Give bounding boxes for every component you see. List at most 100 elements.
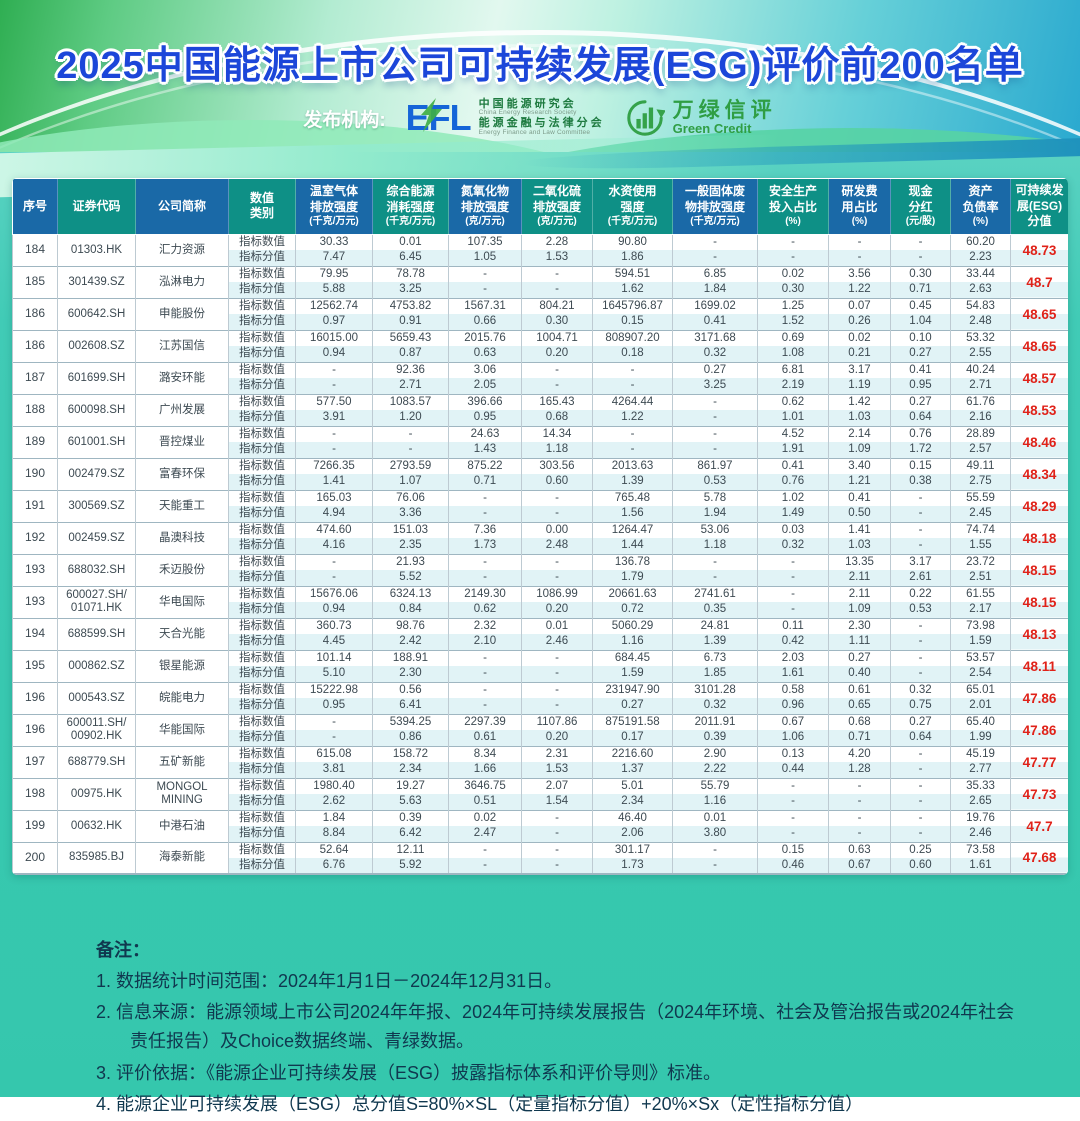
- value-type-label: 指标数值: [228, 425, 296, 443]
- indicator-score-cell: 1.37: [592, 762, 673, 779]
- company-row: 192 002459.SZ 晶澳科技 指标数值 474.60 151.03 7.36 0.00…: [12, 521, 1068, 555]
- indicator-score-cell: -: [672, 442, 758, 459]
- indicator-score-cell: 2.22: [672, 762, 758, 779]
- company-name-cell: 富春环保: [135, 457, 229, 491]
- company-row: 194 688599.SH 天合光能 指标数值 360.73 98.76 2.32 0.01 5…: [12, 617, 1068, 651]
- company-row-scores: 指标分值 2.62 5.63 0.51 1.54 2.34 1.16- - -2.65: [12, 794, 1068, 811]
- indicator-score-cell: 2.45: [950, 506, 1011, 523]
- rank-cell: 186: [12, 329, 58, 363]
- publisher-bar: 发布机构: EFL 中国能源研究会 China Energy Research …: [0, 92, 1080, 144]
- company-row: 196 000543.SZ 皖能电力 指标数值 15222.98 0.56- -231947…: [12, 681, 1068, 715]
- indicator-score-cell: 1.86: [592, 250, 673, 267]
- indicator-score-cell: 0.17: [592, 730, 673, 747]
- value-type-label: 指标数值: [228, 809, 296, 827]
- indicator-value-cell: 40.24: [950, 361, 1011, 379]
- indicator-value-cell: 98.76: [372, 617, 449, 635]
- indicator-value-cell: 474.60: [295, 521, 373, 539]
- indicator-score-cell: 2.19: [757, 378, 829, 395]
- indicator-value-cell: -: [890, 777, 951, 795]
- indicator-value-cell: 53.32: [950, 329, 1011, 347]
- indicator-value-cell: -: [521, 553, 593, 571]
- indicator-score-cell: 0.68: [521, 410, 593, 427]
- indicator-score-cell: 1.28: [828, 762, 891, 779]
- indicator-value-cell: 53.57: [950, 649, 1011, 667]
- company-name-cell: 江苏国信: [135, 329, 229, 363]
- indicator-score-cell: 0.94: [295, 602, 373, 619]
- rank-cell: 187: [12, 361, 58, 395]
- indicator-value-cell: 6.73: [672, 649, 758, 667]
- indicator-score-cell: 0.39: [672, 730, 758, 747]
- value-type-label: 指标数值: [228, 585, 296, 603]
- indicator-value-cell: 0.30: [890, 265, 951, 283]
- indicator-value-cell: -: [890, 233, 951, 251]
- indicator-score-cell: 2.42: [372, 634, 449, 651]
- indicator-score-cell: 0.21: [828, 346, 891, 363]
- ticker-cell: 000543.SZ: [57, 681, 136, 715]
- value-type-label: 指标数值: [228, 713, 296, 731]
- value-type-label: 指标分值: [228, 410, 296, 427]
- company-row: 191 300569.SZ 天能重工 指标数值 165.03 76.06- -765.48 5…: [12, 489, 1068, 523]
- indicator-value-cell: 61.76: [950, 393, 1011, 411]
- value-type-label: 指标数值: [228, 777, 296, 795]
- rank-cell: 196: [12, 681, 58, 715]
- indicator-value-cell: -: [521, 265, 593, 283]
- indicator-value-cell: 16015.00: [295, 329, 373, 347]
- indicator-score-cell: 1.53: [521, 250, 593, 267]
- esg-score-cell: 48.53: [1010, 393, 1068, 427]
- indicator-score-cell: 1.03: [828, 410, 891, 427]
- indicator-score-cell: 0.95: [295, 698, 373, 715]
- indicator-value-cell: 2.90: [672, 745, 758, 763]
- indicator-score-cell: 0.67: [828, 858, 891, 875]
- org-branch-en: Energy Finance and Law Committee: [478, 128, 591, 136]
- company-row-scores: 指标分值 0.97 0.91 0.66 0.30 0.15 0.41 1.52 0.26 1.04…: [12, 314, 1068, 331]
- value-type-label: 指标分值: [228, 282, 296, 299]
- indicator-score-cell: 0.26: [828, 314, 891, 331]
- indicator-score-cell: 2.34: [592, 794, 673, 811]
- indicator-value-cell: 35.33: [950, 777, 1011, 795]
- indicator-value-cell: -: [448, 265, 522, 283]
- indicator-value-cell: 7.36: [448, 521, 522, 539]
- indicator-value-cell: 2.30: [828, 617, 891, 635]
- indicator-value-cell: 136.78: [592, 553, 673, 571]
- indicator-value-cell: 14.34: [521, 425, 593, 443]
- green-credit-name: 万绿信评: [672, 99, 777, 123]
- esg-score-cell: 47.7: [1010, 809, 1068, 843]
- indicator-score-cell: -: [828, 250, 891, 267]
- company-name-cell: 晋控煤业: [135, 425, 229, 459]
- ticker-cell: 000862.SZ: [57, 649, 136, 683]
- indicator-value-cell: 15676.06: [295, 585, 373, 603]
- ticker-cell: 600011.SH/ 00902.HK: [57, 713, 136, 747]
- indicator-score-cell: 2.57: [950, 442, 1011, 459]
- indicator-score-cell: -: [672, 858, 758, 875]
- indicator-value-cell: -: [890, 617, 951, 635]
- ticker-cell: 600098.SH: [57, 393, 136, 427]
- indicator-score-cell: 1.73: [592, 858, 673, 875]
- green-chart-arrow-icon: [626, 100, 665, 136]
- company-row: 193 688032.SH 禾迈股份 指标数值 -21.93- -136.78- -13.3…: [12, 553, 1068, 587]
- indicator-value-cell: 4753.82: [372, 297, 449, 315]
- indicator-score-cell: 2.62: [295, 794, 373, 811]
- indicator-value-cell: 6.81: [757, 361, 829, 379]
- indicator-score-cell: 0.97: [295, 314, 373, 331]
- esg-score-cell: 48.34: [1010, 457, 1068, 491]
- indicator-score-cell: 0.84: [372, 602, 449, 619]
- lightning-icon: [420, 98, 442, 132]
- indicator-value-cell: -: [592, 425, 673, 443]
- indicator-score-cell: 1.94: [672, 506, 758, 523]
- indicator-score-cell: -: [890, 538, 951, 555]
- indicator-score-cell: 1.16: [592, 634, 673, 651]
- indicator-score-cell: -: [448, 666, 522, 683]
- indicator-value-cell: 0.15: [890, 457, 951, 475]
- indicator-value-cell: 1699.02: [672, 297, 758, 315]
- indicator-score-cell: 3.25: [672, 378, 758, 395]
- esg-table-container: 序号 证券代码 公司简称 数值 类别 温室气体 排放强度 (千克/万元) 综合能源 消耗强度…: [12, 178, 1068, 876]
- indicator-score-cell: 0.53: [672, 474, 758, 491]
- indicator-score-cell: -: [757, 570, 829, 587]
- indicator-score-cell: -: [521, 666, 593, 683]
- company-row-scores: 指标分值 7.47 6.45 1.05 1.53 1.86- - - -2.23: [12, 250, 1068, 267]
- indicator-value-cell: -: [372, 425, 449, 443]
- indicator-score-cell: 0.53: [890, 602, 951, 619]
- company-name-cell: MONGOL MINING: [135, 777, 229, 811]
- efl-logo: EFL 中国能源研究会 China Energy Research Societ…: [406, 98, 605, 138]
- company-row: 198 00975.HK MONGOL MINING 指标数值 1980.40 19.27…: [12, 777, 1068, 811]
